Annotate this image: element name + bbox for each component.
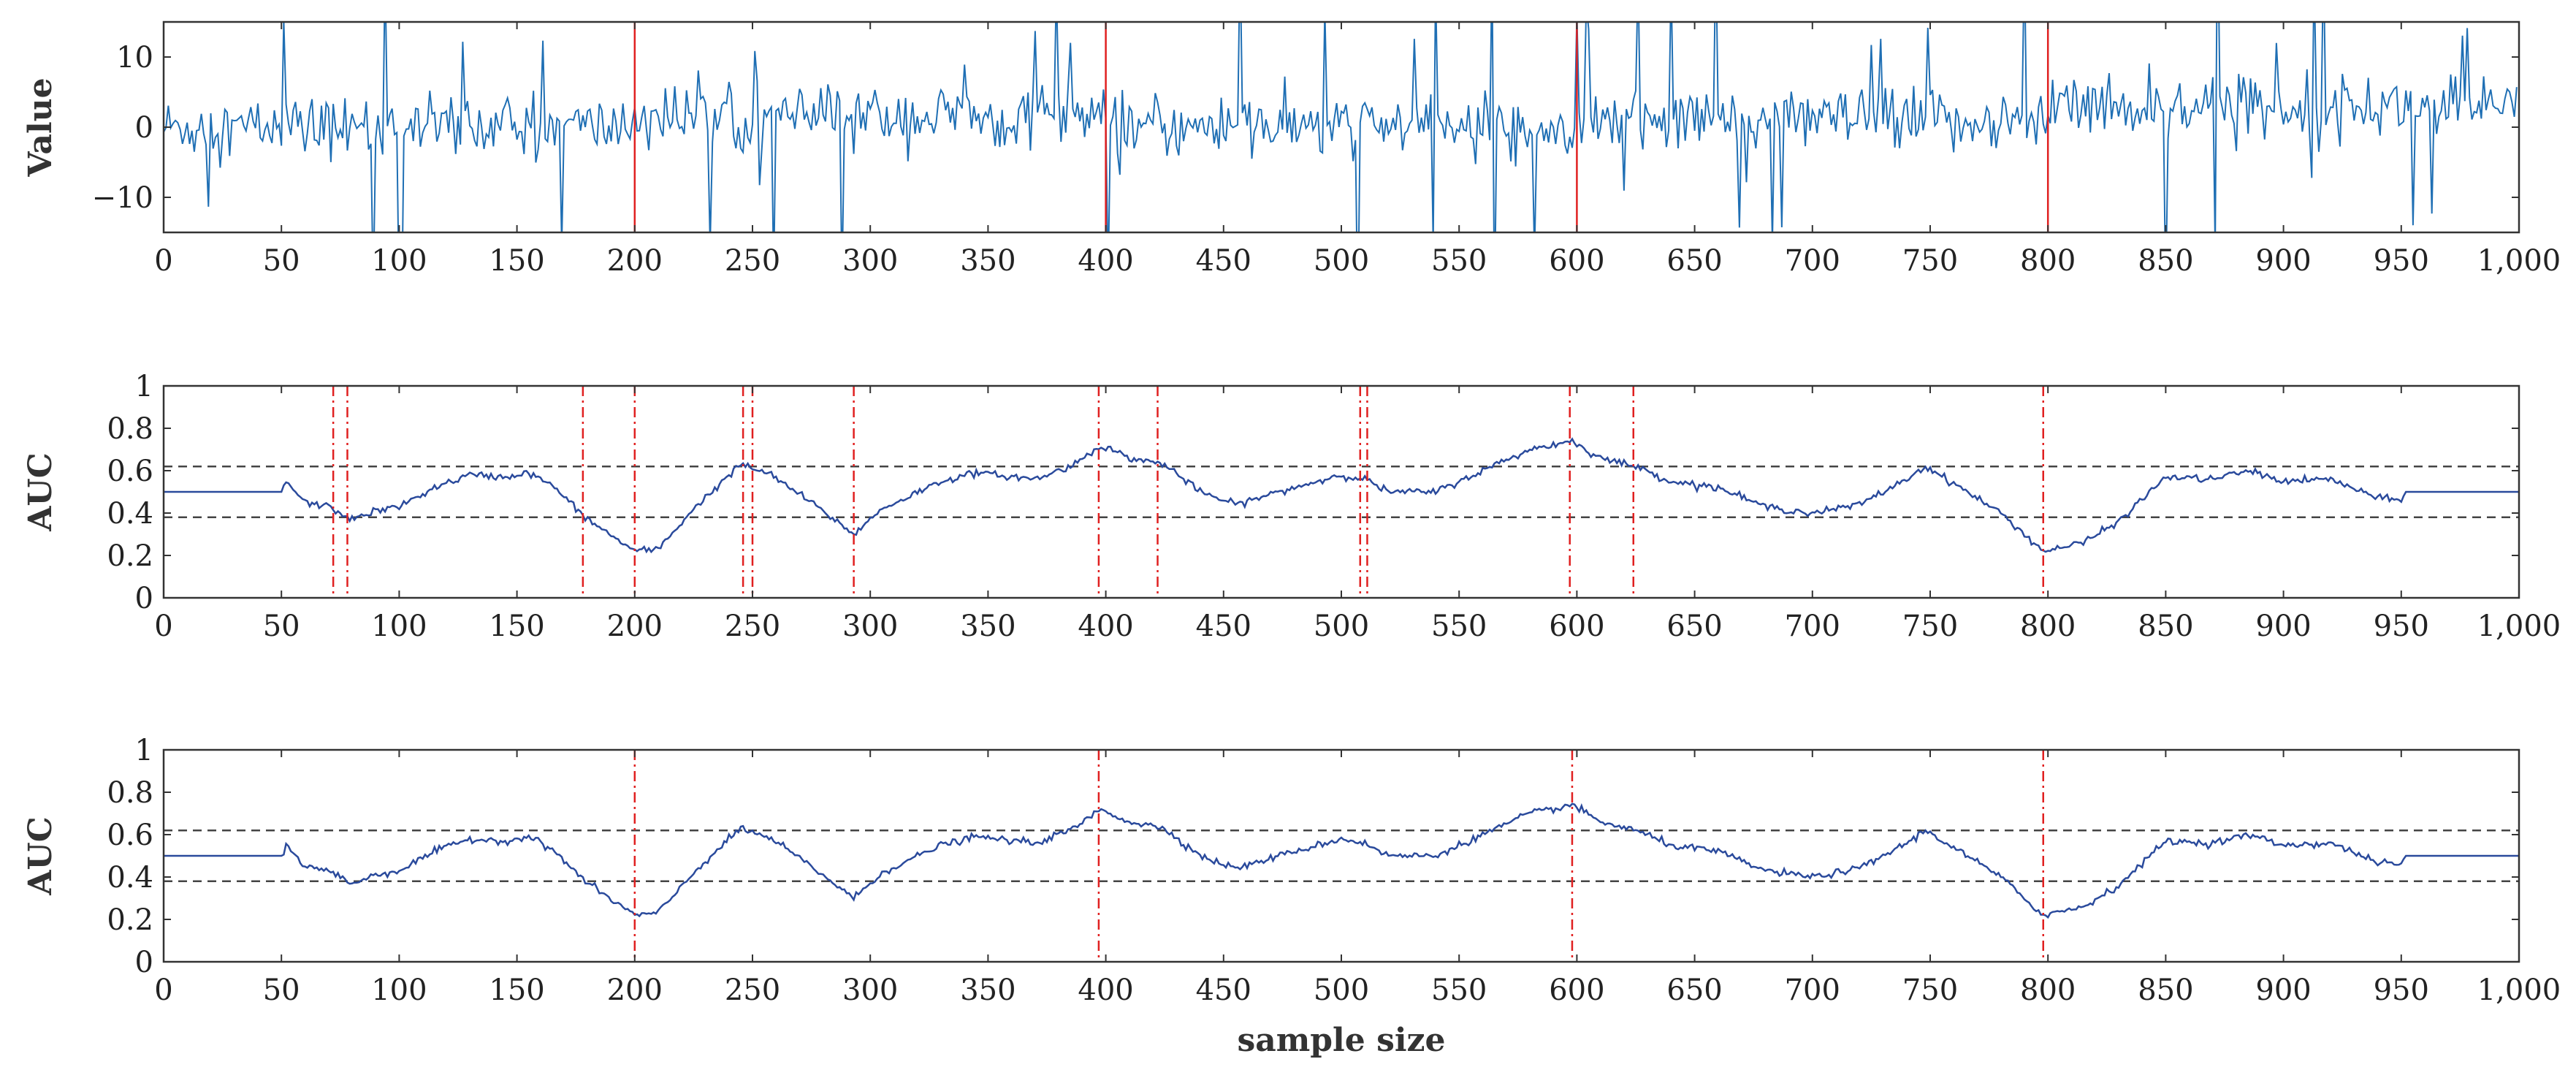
x-tick-label: 650 [1666,973,1722,1007]
x-tick-label: 750 [1902,610,1958,643]
x-tick-label: 300 [842,973,898,1007]
plot-frame [162,384,2520,599]
x-tick-label: 950 [2374,244,2429,278]
x-tick-label: 900 [2255,973,2311,1007]
x-tick-label: 350 [960,610,1015,643]
y-tick-label: 0.6 [107,819,153,852]
x-tick-label: 300 [842,244,898,278]
x-tick-label: 550 [1431,244,1487,278]
x-tick-label: 600 [1549,973,1604,1007]
x-tick-label: 400 [1078,244,1133,278]
y-axis-label: AUC [22,452,59,532]
x-tick-label: 550 [1431,973,1487,1007]
x-tick-label: 400 [1078,973,1133,1007]
x-tick-label: 750 [1902,973,1958,1007]
x-tick-label: 600 [1549,610,1604,643]
x-tick-label: 800 [2020,610,2076,643]
y-tick-label: 0.8 [107,412,153,446]
x-tick-label: 100 [371,244,427,278]
x-tick-label: 700 [1785,973,1840,1007]
x-tick-label: 450 [1196,610,1251,643]
x-tick-label: 300 [842,610,898,643]
x-tick-label: 1,000 [2477,610,2561,643]
y-tick-label: 0 [135,111,153,145]
x-tick-label: 500 [1314,610,1369,643]
x-tick-label: 200 [607,610,663,643]
x-tick-label: 1,000 [2477,244,2561,278]
x-tick-label: 950 [2374,973,2429,1007]
y-tick-label: 10 [116,41,153,75]
y-tick-label: 0.4 [107,497,153,531]
x-tick-label: 200 [607,244,663,278]
x-tick-label: 700 [1785,610,1840,643]
y-tick-label: 0 [135,582,153,615]
x-tick-label: 900 [2255,610,2311,643]
signal-panel: 0 50 100 150 200 250 300 350 400 450 500 550 600 650 7… [22,20,2561,278]
y-tick-label: 0.6 [107,455,153,488]
y-tick-label: 0 [135,946,153,979]
y-tick-label: 0.2 [107,903,153,937]
x-tick-label: 250 [725,244,780,278]
x-tick-label: 150 [489,244,544,278]
x-tick-label: 350 [960,244,1015,278]
y-axis-label: Value [22,77,59,177]
x-tick-label: 1,000 [2477,973,2561,1007]
x-tick-label: 850 [2138,610,2193,643]
plot-frame [162,20,2520,234]
y-tick-label: 0.4 [107,861,153,895]
x-tick-label: 800 [2020,973,2076,1007]
x-tick-label: 200 [607,973,663,1007]
x-tick-label: 250 [725,973,780,1007]
series-line [164,802,2519,919]
x-tick-label: 750 [1902,244,1958,278]
x-tick-label: 800 [2020,244,2076,278]
x-tick-label: 100 [371,973,427,1007]
auc-panel-a: 0 50 100 150 200 250 300 350 400 450 500 550 600 650 7… [22,370,2561,643]
x-tick-label: 550 [1431,610,1487,643]
x-tick-label: 250 [725,610,780,643]
x-tick-label: 650 [1666,610,1722,643]
auc-panel-b: 0 50 100 150 200 250 300 350 400 450 500 550 600 650 7… [22,734,2561,1007]
x-tick-label: 350 [960,973,1015,1007]
y-tick-label: 1 [135,370,153,403]
y-tick-label: −10 [92,181,153,215]
x-tick-label: 500 [1314,244,1369,278]
y-axis-label: AUC [22,816,59,896]
x-tick-label: 700 [1785,244,1840,278]
x-tick-label: 0 [154,244,172,278]
x-tick-label: 50 [263,973,300,1007]
x-tick-label: 100 [371,610,427,643]
x-tick-label: 950 [2374,610,2429,643]
x-tick-label: 600 [1549,244,1604,278]
x-tick-label: 450 [1196,973,1251,1007]
x-tick-label: 850 [2138,244,2193,278]
x-tick-label: 500 [1314,973,1369,1007]
x-tick-label: 0 [154,610,172,643]
x-tick-label: 150 [489,973,544,1007]
series-line [164,437,2519,554]
x-tick-label: 850 [2138,973,2193,1007]
y-tick-label: 0.2 [107,539,153,573]
x-tick-label: 650 [1666,244,1722,278]
x-axis-label: sample size [1237,1022,1445,1059]
x-tick-label: 0 [154,973,172,1007]
x-tick-label: 50 [263,244,300,278]
plot-frame [162,748,2520,963]
x-tick-label: 900 [2255,244,2311,278]
x-tick-label: 150 [489,610,544,643]
series-line [164,22,2518,232]
y-tick-label: 0.8 [107,776,153,810]
x-tick-label: 50 [263,610,300,643]
x-tick-label: 400 [1078,610,1133,643]
x-tick-label: 450 [1196,244,1251,278]
y-tick-label: 1 [135,734,153,767]
